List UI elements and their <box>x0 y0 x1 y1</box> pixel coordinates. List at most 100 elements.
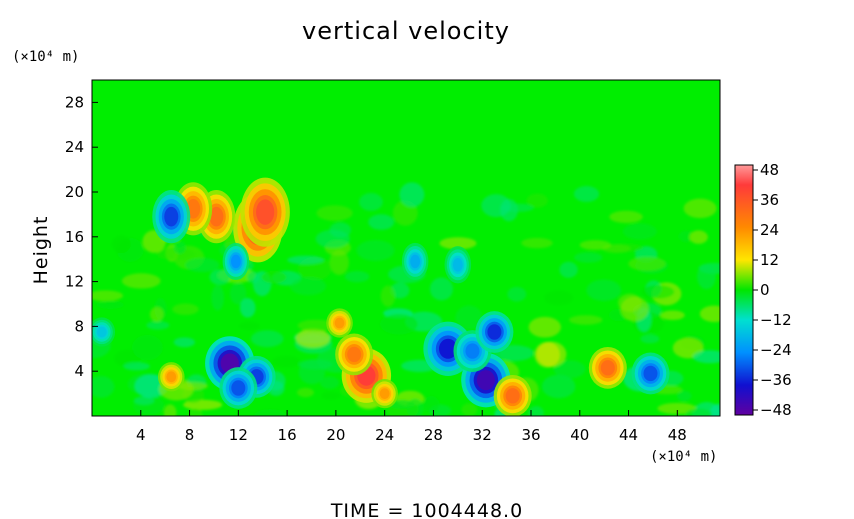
y-tick-label: 28 <box>65 93 84 111</box>
velocity-contour <box>452 257 463 272</box>
colorbar-tick-label: 48 <box>760 161 779 179</box>
texture-patch <box>316 205 353 221</box>
texture-patch <box>544 290 574 306</box>
y-tick-label: 24 <box>65 138 84 156</box>
texture-patch <box>620 296 649 322</box>
texture-patch <box>684 408 713 416</box>
texture-patch <box>172 303 199 315</box>
velocity-cell <box>222 242 250 281</box>
texture-patch <box>553 360 586 379</box>
velocity-contour <box>476 370 495 391</box>
velocity-contour <box>96 326 107 338</box>
velocity-contour <box>347 346 362 363</box>
texture-patch <box>297 387 314 398</box>
heatmap-plot-area <box>92 80 720 416</box>
texture-patch <box>574 252 603 263</box>
texture-patch <box>173 337 195 348</box>
texture-patch <box>177 382 208 391</box>
velocity-cell <box>335 333 374 376</box>
x-tick-label: 44 <box>619 426 638 444</box>
texture-patch <box>528 316 561 338</box>
texture-patch <box>455 305 483 330</box>
velocity-cell <box>493 374 532 416</box>
x-tick-label: 28 <box>424 426 443 444</box>
velocity-cell <box>444 246 472 284</box>
velocity-cell <box>240 177 290 247</box>
velocity-contour <box>209 206 224 227</box>
texture-patch <box>386 399 419 416</box>
velocity-contour <box>231 380 246 396</box>
texture-patch <box>521 237 553 249</box>
y-axis-label: Height <box>30 216 52 285</box>
texture-patch <box>188 408 203 416</box>
time-readout: TIME = 1004448.0 <box>330 500 523 519</box>
texture-patch <box>96 300 124 309</box>
texture-patch <box>297 319 335 332</box>
velocity-cell <box>92 317 116 347</box>
velocity-cell <box>401 242 429 281</box>
texture-patch <box>379 313 419 335</box>
velocity-contour <box>438 338 458 359</box>
x-tick-label: 48 <box>668 426 687 444</box>
texture-patch <box>609 210 643 223</box>
texture-patch <box>683 198 717 219</box>
texture-patch <box>660 310 685 320</box>
texture-patch <box>573 185 600 202</box>
texture-patch <box>238 321 261 331</box>
plot-frame <box>91 79 721 417</box>
velocity-contour <box>505 388 520 404</box>
texture-patch <box>678 230 694 243</box>
texture-patch <box>320 376 340 389</box>
texture-patch <box>239 298 256 318</box>
velocity-contour <box>487 324 502 340</box>
texture-patch <box>399 182 425 208</box>
y-tick-label: 4 <box>74 362 84 380</box>
x-tick-label: 40 <box>570 426 589 444</box>
texture-patch <box>121 273 161 289</box>
y-axis: 4 8 12 16 20 24 28 <box>65 93 98 380</box>
texture-patch <box>261 270 287 284</box>
texture-patch <box>211 285 224 311</box>
x-tick-label: 24 <box>375 426 394 444</box>
texture-patch <box>92 290 123 301</box>
texture-patch <box>356 240 395 261</box>
texture-patch <box>184 257 220 273</box>
texture-patch <box>290 276 327 296</box>
colorbar-tick-label: 0 <box>760 281 770 299</box>
texture-patch <box>173 241 187 254</box>
y-tick-label: 16 <box>65 228 84 246</box>
velocity-cell <box>152 190 191 244</box>
texture-patch <box>246 271 260 284</box>
velocity-cell <box>475 311 514 353</box>
colorbar-tick-label: 36 <box>760 191 779 209</box>
velocity-cell <box>371 378 398 409</box>
texture-patch <box>111 235 131 254</box>
texture-patch <box>163 404 177 416</box>
texture-patch <box>133 396 155 405</box>
velocity-cell <box>588 346 627 389</box>
y-tick-label: 20 <box>65 183 84 201</box>
texture-patch <box>641 284 675 300</box>
velocity-contour <box>465 343 480 359</box>
texture-patch <box>368 214 395 230</box>
texture-patch <box>229 282 247 305</box>
texture-patch <box>568 315 603 325</box>
x-axis-unit: (×10⁴ m) <box>650 449 717 465</box>
x-tick-label: 20 <box>326 426 345 444</box>
texture-patch <box>628 256 666 271</box>
texture-patch <box>699 305 720 323</box>
velocity-cell <box>631 352 670 395</box>
texture-patch <box>689 230 708 244</box>
texture-patch <box>390 282 410 299</box>
chart-title: vertical velocity <box>302 17 510 45</box>
texture-patch <box>692 350 720 364</box>
colorbar-tick-label: 12 <box>760 251 779 269</box>
texture-patch <box>579 240 612 250</box>
colorbar-tick-label: −36 <box>760 371 792 389</box>
x-axis: 4 8 12 16 20 24 28 32 36 40 44 48 <box>136 410 687 444</box>
texture-patch <box>586 279 622 301</box>
texture-patch <box>461 403 478 416</box>
texture-patch <box>528 406 544 416</box>
texture-patch <box>132 334 163 361</box>
